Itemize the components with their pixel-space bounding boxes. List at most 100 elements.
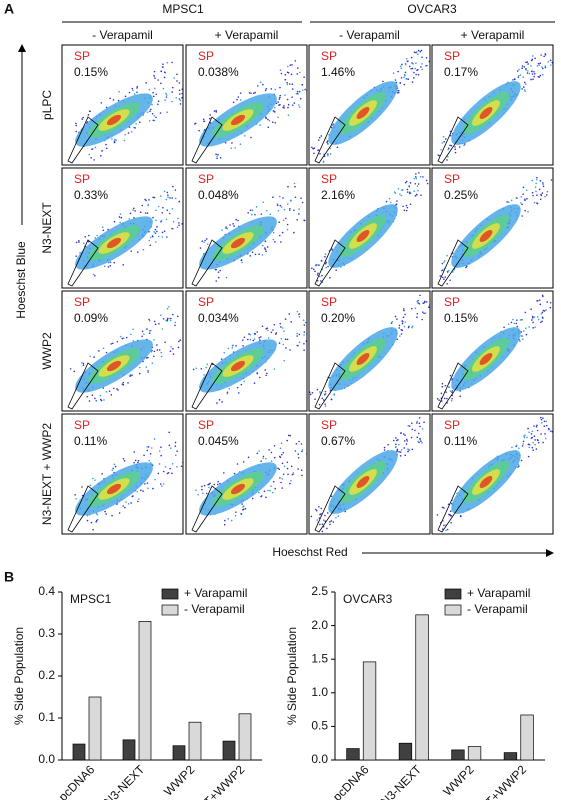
density-dot	[520, 202, 522, 204]
density-dot	[303, 324, 306, 326]
density-dot	[145, 82, 147, 84]
density-dot	[279, 455, 281, 458]
density-dot	[544, 66, 547, 69]
density-dot	[294, 450, 297, 452]
density-dot	[445, 529, 447, 532]
bar	[451, 749, 465, 761]
density-dot	[537, 441, 540, 444]
density-dot	[78, 241, 80, 243]
density-dot	[516, 319, 518, 321]
density-dot	[405, 209, 408, 212]
density-dot	[416, 316, 418, 319]
density-dot	[333, 393, 335, 395]
density-dot	[525, 68, 527, 70]
density-dot	[280, 453, 283, 456]
gate-percent: 0.038%	[198, 65, 239, 79]
density-dot	[324, 405, 327, 407]
plot-frame	[308, 44, 431, 166]
density-dot	[287, 106, 289, 109]
density-dot	[393, 191, 396, 193]
density-dot	[281, 327, 284, 329]
density-dot	[315, 264, 317, 267]
density-dot	[221, 401, 223, 403]
density	[74, 431, 183, 531]
y-tick-label: 0.0	[311, 752, 328, 766]
density-dot	[318, 275, 321, 278]
density-dot	[419, 176, 422, 178]
density-dot	[272, 231, 275, 234]
density-dot	[297, 453, 300, 455]
density-dot	[172, 353, 175, 355]
density	[436, 416, 553, 532]
density-dot	[247, 456, 250, 459]
density-dot	[413, 51, 416, 53]
density-dot	[523, 89, 526, 91]
density-dot	[454, 148, 457, 151]
density-dot	[81, 118, 84, 120]
density-dot	[146, 111, 149, 113]
density-dot	[137, 461, 139, 464]
density-dot	[101, 226, 104, 228]
density-dot	[326, 527, 328, 530]
density-dot	[530, 59, 533, 62]
density-dot	[535, 448, 538, 450]
density-dot	[407, 60, 409, 62]
density-dot	[96, 513, 99, 516]
density-dot	[113, 463, 116, 466]
density-dot	[153, 320, 156, 323]
density-dot	[137, 500, 139, 503]
density-dot	[172, 220, 175, 223]
density-dot	[147, 204, 149, 207]
density-dot	[424, 65, 427, 67]
density-dot	[403, 76, 405, 79]
density-dot	[534, 443, 536, 446]
density-dot	[147, 370, 149, 372]
density-dot	[114, 465, 117, 468]
flow-plot: SP 0.09%	[61, 290, 184, 412]
density-dot	[382, 80, 384, 83]
density-dot	[172, 313, 174, 316]
density-dot	[236, 98, 238, 101]
bar	[503, 752, 518, 761]
density-dot	[531, 191, 534, 194]
density-dot	[138, 121, 141, 124]
density-dot	[160, 219, 163, 222]
density-dot	[330, 520, 333, 522]
density-dot	[219, 156, 222, 159]
density-dot	[97, 518, 99, 521]
plot-frame	[185, 167, 308, 289]
density-dot	[300, 197, 302, 199]
density-dot	[400, 77, 403, 79]
density-dot	[166, 307, 169, 310]
density-dot	[290, 479, 292, 482]
density-dot	[155, 241, 157, 243]
density-dot	[287, 114, 290, 117]
gate	[437, 362, 469, 410]
density-dot	[161, 328, 164, 330]
density-dot	[415, 193, 418, 196]
density-dot	[414, 67, 417, 70]
density-dot	[271, 121, 274, 123]
density-dot	[223, 352, 226, 354]
density-dot	[260, 213, 263, 215]
density-core	[106, 114, 122, 126]
density-dot	[152, 196, 154, 199]
density-dot	[421, 442, 423, 444]
density-dot	[396, 450, 398, 453]
density-dot	[521, 65, 524, 67]
density-dot	[402, 308, 405, 310]
density-dot	[545, 424, 548, 427]
density-dot	[254, 253, 257, 256]
density-dot	[528, 446, 531, 449]
density-dot	[237, 219, 239, 222]
density-dot	[414, 176, 417, 178]
gate-label: SP	[444, 172, 460, 186]
density-dot	[310, 222, 312, 224]
density-dot	[539, 303, 542, 306]
density-dot	[316, 519, 319, 521]
density-dot	[133, 207, 135, 210]
density-dot	[166, 236, 168, 238]
density-dot	[281, 231, 284, 234]
density-dot	[317, 341, 319, 343]
density-dot	[545, 437, 547, 440]
